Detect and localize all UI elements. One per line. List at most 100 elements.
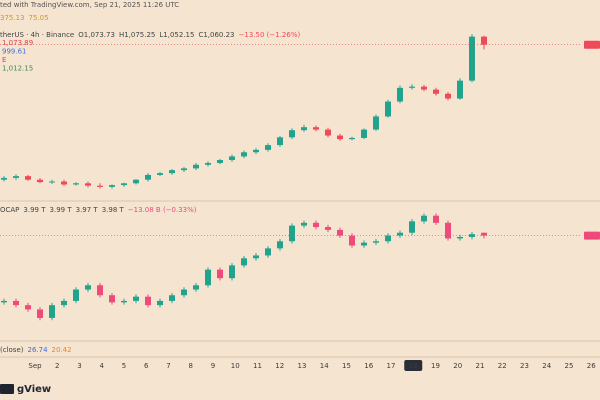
- candle-body: [1, 177, 7, 180]
- candle-body: [313, 222, 319, 228]
- x-tick-label: 9: [211, 362, 215, 370]
- candle-body: [241, 258, 247, 266]
- candle-body: [25, 176, 31, 180]
- candle-body: [277, 137, 283, 146]
- x-tick-label: 21: [476, 362, 485, 370]
- candle-body: [349, 137, 355, 140]
- candle-body: [49, 181, 55, 183]
- x-tick-label: 23: [520, 362, 529, 370]
- indicator-value: 26.74: [28, 346, 49, 354]
- x-tick-label: 10: [231, 362, 240, 370]
- candle-body: [145, 296, 151, 306]
- candle-body: [61, 300, 67, 306]
- candle-body: [229, 265, 235, 279]
- x-tick-label: 5: [122, 362, 126, 370]
- candle-body: [133, 296, 139, 301]
- candle-body: [97, 185, 103, 187]
- side-label: 1,012.15: [2, 65, 33, 73]
- candle-body: [85, 183, 91, 186]
- candle-body: [313, 127, 319, 130]
- candle-body: [145, 174, 151, 180]
- candle-body: [469, 36, 475, 81]
- candle-body: [361, 129, 367, 138]
- x-tick-label: 14: [320, 362, 329, 370]
- ohlc-label: 3.98 T: [102, 206, 125, 214]
- candle-body: [241, 152, 247, 157]
- indicator-value: 20.42: [52, 346, 72, 354]
- candle-body: [433, 89, 439, 94]
- candle-body: [445, 93, 451, 99]
- candle-body: [25, 305, 31, 310]
- candle-body: [169, 295, 175, 301]
- candle-body: [181, 168, 187, 171]
- candle-body: [337, 135, 343, 140]
- candle-body: [181, 289, 187, 296]
- ohlc-label: L1,052.15: [159, 31, 194, 39]
- axis-highlight: [404, 360, 423, 371]
- candle-body: [349, 235, 355, 246]
- candle-body: [385, 101, 391, 117]
- candle-body: [433, 215, 439, 223]
- x-tick-label: 8: [189, 362, 193, 370]
- side-label: 75.05: [29, 14, 49, 22]
- candle-body: [373, 116, 379, 130]
- x-tick-label: 6: [144, 362, 149, 370]
- ohlc-label: 3.99 T: [23, 206, 46, 214]
- price-tag: [584, 40, 600, 49]
- symbol-info: therUS · 4h · Binance: [0, 31, 74, 39]
- ohlc-label: 3.99 T: [50, 206, 73, 214]
- candle-body: [361, 242, 367, 246]
- candle-body: [409, 86, 415, 88]
- candle-body: [457, 80, 463, 99]
- candle-body: [481, 232, 487, 236]
- candle-body: [445, 222, 451, 239]
- candle-body: [121, 300, 127, 303]
- x-tick-label: 13: [298, 362, 307, 370]
- candle-body: [337, 229, 343, 236]
- candle-body: [61, 181, 67, 185]
- candle-body: [481, 36, 487, 45]
- candle-body: [13, 300, 19, 306]
- candle-body: [253, 149, 259, 153]
- candle-body: [169, 170, 175, 174]
- candle-body: [13, 176, 19, 178]
- logo: [0, 384, 14, 394]
- side-label: 999.61: [2, 48, 27, 56]
- candle-body: [193, 285, 199, 290]
- candle-body: [409, 221, 415, 233]
- ohlc-label: H1,075.25: [119, 31, 155, 39]
- x-tick-label: 20: [453, 362, 462, 370]
- x-tick-label: 7: [166, 362, 170, 370]
- candle-body: [325, 227, 331, 230]
- candle-body: [133, 179, 139, 184]
- candle-body: [265, 248, 271, 256]
- ohlc-label: C1,060.23: [198, 31, 234, 39]
- x-tick-label: 25: [565, 362, 574, 370]
- x-tick-label: 15: [342, 362, 351, 370]
- candle-body: [397, 232, 403, 236]
- candle-body: [49, 305, 55, 318]
- x-tick-label: 22: [498, 362, 507, 370]
- x-tick-label: 26: [587, 362, 596, 370]
- price-tag: [584, 231, 600, 240]
- x-tick-label: 24: [542, 362, 551, 370]
- candle-body: [109, 185, 115, 187]
- header: ted with TradingView.com, Sep 21, 2025 1…: [0, 1, 179, 9]
- x-tick-label: 18: [409, 362, 418, 370]
- x-tick-label: 2: [55, 362, 59, 370]
- ohlc-label: 3.97 T: [76, 206, 99, 214]
- candle-body: [289, 130, 295, 138]
- candle-body: [109, 295, 115, 303]
- indicator-name: (close): [0, 346, 24, 354]
- side-label: 375.13: [0, 14, 25, 22]
- candle-body: [421, 215, 427, 222]
- x-tick-label: 3: [77, 362, 81, 370]
- brand-name: gView: [17, 384, 51, 395]
- x-tick-label: 12: [275, 362, 284, 370]
- candle-body: [217, 269, 223, 279]
- x-tick-label: 16: [364, 362, 373, 370]
- candle-body: [37, 309, 43, 318]
- candle-body: [205, 163, 211, 165]
